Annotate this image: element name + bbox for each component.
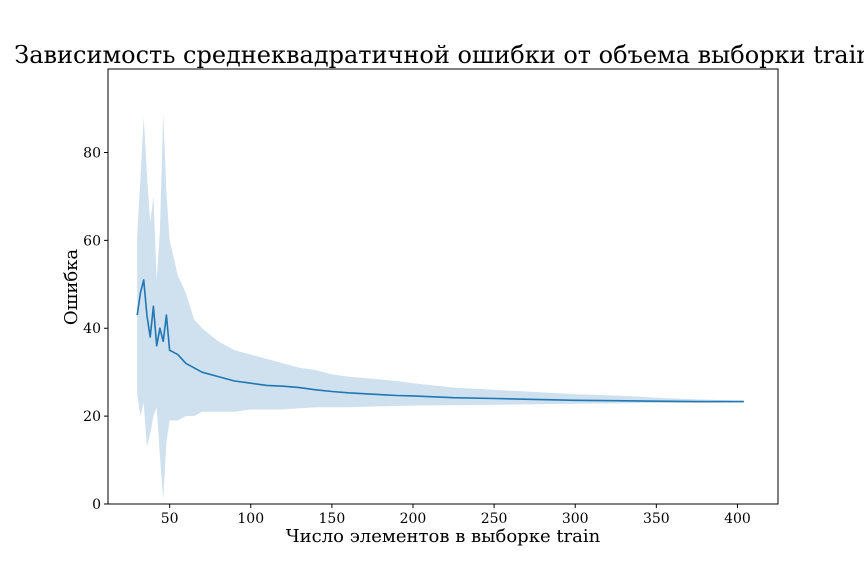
y-tick-label: 20 xyxy=(83,409,101,425)
mean-line-layer xyxy=(136,279,744,403)
x-tick-label: 400 xyxy=(724,511,751,527)
x-tick-label: 100 xyxy=(237,511,264,527)
x-tick-label: 200 xyxy=(400,511,427,527)
confidence-band-0 xyxy=(137,112,744,500)
y-tick-label: 40 xyxy=(83,321,101,337)
y-axis-label: Ошибка xyxy=(61,249,82,326)
x-axis-ticks: 50 100 150 200 250 300 350 400 xyxy=(161,504,751,527)
x-tick-label: 300 xyxy=(562,511,589,527)
confidence-band-layer xyxy=(137,112,744,500)
y-tick-label: 80 xyxy=(83,145,101,161)
x-tick-label: 350 xyxy=(643,511,670,527)
x-tick-label: 150 xyxy=(319,511,346,527)
y-axis-ticks: 0 20 40 60 80 xyxy=(83,145,108,513)
axes-frame xyxy=(107,68,779,505)
plot-area xyxy=(107,68,779,505)
mean-error-line-0 xyxy=(136,279,744,403)
x-tick-label: 50 xyxy=(161,511,179,527)
chart-title: Зависимость среднеквадратичной ошибки от… xyxy=(14,41,864,69)
y-tick-label: 0 xyxy=(92,497,101,513)
y-tick-label: 60 xyxy=(83,233,101,249)
x-axis-label: Число элементов в выборке train xyxy=(286,526,601,547)
x-tick-label: 250 xyxy=(481,511,508,527)
